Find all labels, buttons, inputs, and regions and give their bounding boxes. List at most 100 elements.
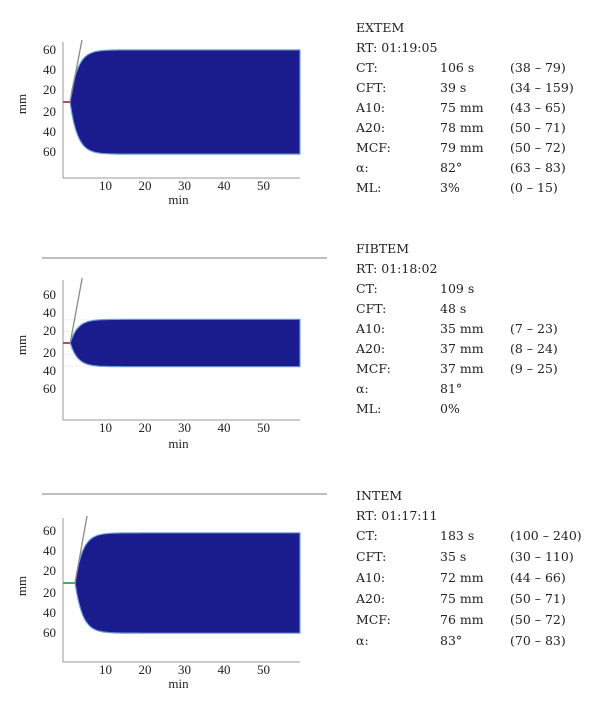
metric-row: CT: 183 s (100 – 240) [356, 526, 596, 547]
metric-value: 106 s [440, 60, 475, 75]
metric-row: CT: 109 s [356, 279, 596, 299]
metric-label: A20: [356, 341, 386, 356]
metric-label: ML: [356, 401, 382, 416]
metric-row: CFT: 35 s (30 – 110) [356, 547, 596, 568]
metric-value: 39 s [440, 80, 467, 95]
metric-reference-range: (50 – 72) [510, 612, 566, 627]
metric-row: A10: 72 mm (44 – 66) [356, 568, 596, 589]
y-tick-label: 60 [43, 144, 56, 159]
metric-label: A20: [356, 591, 386, 606]
metric-label: A10: [356, 100, 386, 115]
clot-amplitude-area [69, 49, 301, 155]
metric-label: CT: [356, 281, 378, 296]
x-tick-label: 20 [139, 420, 152, 435]
metric-row: A20: 37 mm (8 – 24) [356, 339, 596, 359]
metric-row: CT: 106 s (38 – 79) [356, 58, 596, 78]
metric-value: 76 mm [440, 612, 484, 627]
metric-value: 35 s [440, 549, 467, 564]
metric-value: 72 mm [440, 570, 484, 585]
metric-label: CFT: [356, 80, 387, 95]
y-tick-label: 40 [43, 543, 56, 558]
metric-value: 35 mm [440, 321, 484, 336]
y-tick-label: 20 [43, 563, 56, 578]
separator-line-intem [42, 493, 327, 495]
x-tick-label: 20 [139, 662, 152, 677]
metric-value: 78 mm [440, 120, 484, 135]
extem-info: EXTEM RT: 01:19:05 CT: 106 s (38 – 79) CFT:… [356, 18, 596, 198]
metric-label: α: [356, 160, 369, 175]
intem-chart: 60 40 20 20 40 60 10 20 30 40 50 min mm [14, 515, 301, 691]
y-axis-title: mm [14, 335, 29, 355]
metric-label: A20: [356, 120, 386, 135]
clot-amplitude-area [74, 532, 301, 634]
y-tick-label: 20 [43, 323, 56, 338]
metric-value: 48 s [440, 301, 467, 316]
intem-rows: CT: 183 s (100 – 240) CFT: 35 s (30 – 110) A10… [356, 526, 596, 652]
extem-chart: 60 40 20 20 40 60 10 20 30 40 50 min mm [14, 39, 301, 207]
x-tick-label: 40 [218, 178, 231, 193]
rt-label: RT: 01:19:05 [356, 40, 438, 55]
x-axis-title: min [168, 192, 189, 207]
metric-row: α: 82° (63 – 83) [356, 158, 596, 178]
metric-label: MCF: [356, 361, 391, 376]
metric-value: 79 mm [440, 140, 484, 155]
metric-label: ML: [356, 180, 382, 195]
panel-title: EXTEM [356, 20, 405, 35]
clot-amplitude-area [69, 318, 301, 368]
fibtem-rows: CT: 109 s CFT: 48 s A10: 35 mm (7 – 23) A20: 37 … [356, 279, 596, 419]
y-tick-label: 40 [43, 305, 56, 320]
metric-row: ML: 0% [356, 399, 596, 419]
metric-label: CFT: [356, 301, 387, 316]
metric-label: α: [356, 381, 369, 396]
y-tick-label: 60 [43, 381, 56, 396]
x-tick-label: 30 [178, 178, 191, 193]
rt-label: RT: 01:18:02 [356, 261, 438, 276]
metric-label: A10: [356, 570, 386, 585]
metric-value: 109 s [440, 281, 475, 296]
metric-row: A10: 75 mm (43 – 65) [356, 98, 596, 118]
metric-reference-range: (0 – 15) [510, 180, 558, 195]
metric-value: 83° [440, 633, 463, 648]
y-tick-label: 40 [43, 363, 56, 378]
metric-row: MCF: 76 mm (50 – 72) [356, 610, 596, 631]
metric-value: 37 mm [440, 361, 484, 376]
metric-row: ML: 3% (0 – 15) [356, 178, 596, 198]
metric-value: 183 s [440, 528, 475, 543]
panel-title: INTEM [356, 488, 403, 503]
x-tick-label: 30 [178, 662, 191, 677]
metric-reference-range: (50 – 71) [510, 120, 566, 135]
fibtem-info: FIBTEM RT: 01:18:02 CT: 109 s CFT: 48 s A10:… [356, 239, 596, 419]
x-tick-label: 50 [257, 662, 270, 677]
y-tick-label: 20 [43, 104, 56, 119]
metric-reference-range: (43 – 65) [510, 100, 566, 115]
metric-reference-range: (50 – 71) [510, 591, 566, 606]
rt-label: RT: 01:17:11 [356, 508, 438, 523]
y-tick-label: 60 [43, 42, 56, 57]
metric-label: CT: [356, 60, 378, 75]
x-axis-title: min [168, 436, 189, 451]
metric-value: 37 mm [440, 341, 484, 356]
metric-label: A10: [356, 321, 386, 336]
x-tick-label: 20 [139, 178, 152, 193]
metric-row: A20: 75 mm (50 – 71) [356, 589, 596, 610]
intem-info: INTEM RT: 01:17:11 CT: 183 s (100 – 240) CF… [356, 486, 596, 652]
panel-title: FIBTEM [356, 241, 410, 256]
metric-reference-range: (38 – 79) [510, 60, 566, 75]
y-tick-label: 40 [43, 124, 56, 139]
metric-row: CFT: 48 s [356, 299, 596, 319]
metric-row: α: 81° [356, 379, 596, 399]
y-tick-label: 20 [43, 585, 56, 600]
metric-reference-range: (100 – 240) [510, 528, 582, 543]
metric-label: CFT: [356, 549, 387, 564]
metric-reference-range: (70 – 83) [510, 633, 566, 648]
x-tick-label: 10 [99, 420, 112, 435]
metric-reference-range: (7 – 23) [510, 321, 558, 336]
y-tick-label: 40 [43, 605, 56, 620]
metric-row: A20: 78 mm (50 – 71) [356, 118, 596, 138]
alpha-angle-line [69, 277, 83, 344]
y-axis-title: mm [14, 94, 29, 114]
x-tick-label: 10 [99, 178, 112, 193]
metric-label: α: [356, 633, 369, 648]
metric-reference-range: (63 – 83) [510, 160, 566, 175]
metric-reference-range: (34 – 159) [510, 80, 574, 95]
